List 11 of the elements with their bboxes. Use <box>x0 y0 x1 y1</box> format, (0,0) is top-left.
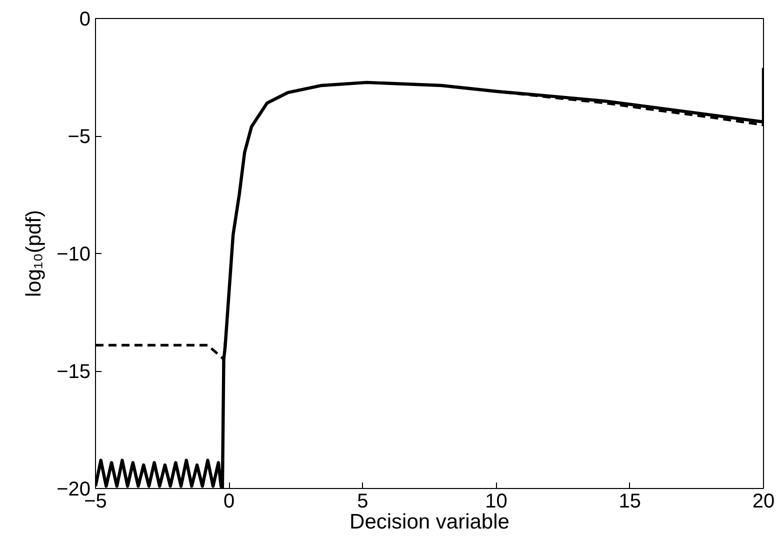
y-axis-title: log₁₀(pdf) <box>22 210 46 297</box>
x-tick-label: 15 <box>618 490 642 512</box>
y-tick-label: −5 <box>68 126 91 148</box>
x-tick-label: 10 <box>485 490 508 512</box>
x-tick-label: 0 <box>224 490 235 512</box>
x-axis-title: Decision variable <box>350 510 510 534</box>
x-tick-label: 20 <box>752 490 775 512</box>
x-tick-label: 5 <box>357 490 368 512</box>
y-tick-label: −10 <box>56 244 91 266</box>
y-tick-label: −15 <box>56 361 91 383</box>
y-tick-label: 0 <box>79 8 90 30</box>
